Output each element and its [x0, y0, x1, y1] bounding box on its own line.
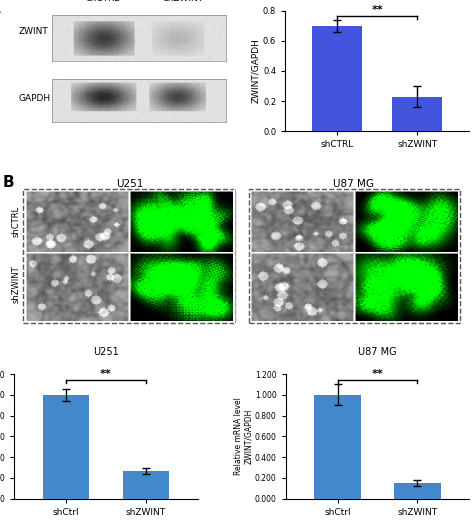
Text: **: ** [371, 5, 383, 15]
Text: GAPDH: GAPDH [18, 94, 51, 103]
Y-axis label: ZWINT/GAPDH: ZWINT/GAPDH [251, 38, 260, 103]
Text: B: B [3, 175, 15, 190]
Bar [394, 482, 440, 499]
Bar [314, 395, 361, 499]
Text: shCTRL: shCTRL [12, 205, 21, 237]
Text: **: ** [372, 369, 383, 379]
Bar [43, 395, 89, 499]
Bar [123, 471, 169, 499]
Text: U87 MG: U87 MG [333, 179, 374, 189]
Text: shZWINT: shZWINT [12, 266, 21, 303]
Bar [23, 188, 235, 322]
Y-axis label: Relative mRNA level
ZWINT/GAPDH: Relative mRNA level ZWINT/GAPDH [234, 397, 254, 475]
Text: shCTRL: shCTRL [86, 0, 120, 3]
Bar [392, 97, 442, 131]
Bar [248, 188, 460, 322]
Title: U251: U251 [93, 346, 119, 356]
Text: ZWINT: ZWINT [18, 27, 48, 36]
Text: shZWINT: shZWINT [164, 0, 204, 3]
Text: U251: U251 [117, 179, 144, 189]
Bar [312, 26, 362, 131]
Title: U87 MG: U87 MG [358, 346, 397, 356]
Text: **: ** [100, 369, 112, 379]
